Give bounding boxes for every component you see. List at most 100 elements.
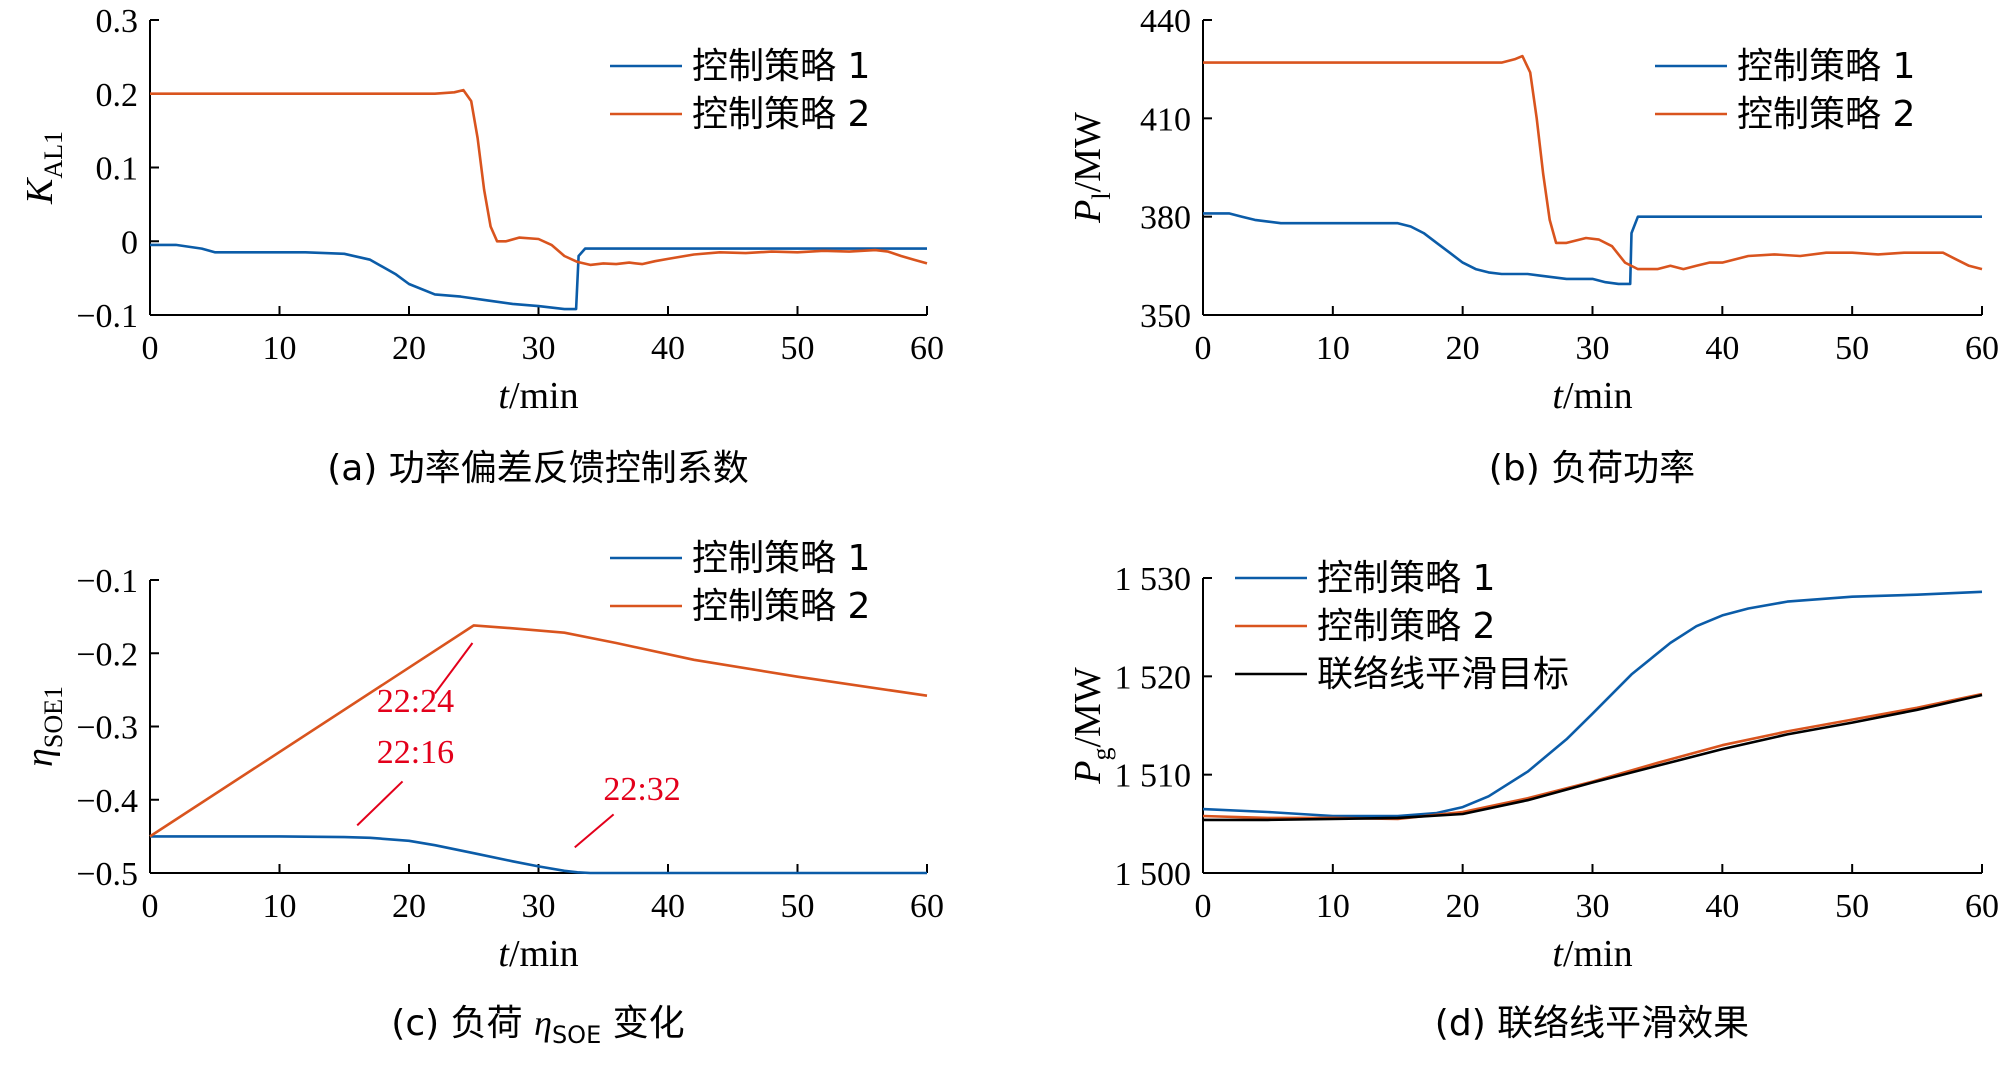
y-tick-label: 1 510 — [1115, 758, 1192, 795]
legend-label-1: 控制策略 1 — [692, 46, 870, 87]
x-tick-label: 0 — [1195, 330, 1212, 367]
y-axis-label-symbol: P — [1067, 200, 1109, 224]
legend-label-2: 控制策略 2 — [692, 94, 870, 135]
series-line-2 — [150, 88, 928, 267]
y-axis-label-subscript: g — [1087, 748, 1116, 761]
y-tick-label: 1 500 — [1115, 856, 1192, 893]
annotation-leader — [356, 780, 404, 827]
x-tick-label: 50 — [781, 888, 815, 925]
annotation-leader — [434, 642, 474, 695]
x-tick-label: 50 — [1835, 888, 1869, 925]
y-axis-label-subscript: l — [1087, 192, 1116, 199]
x-axis-label-unit: /min — [1563, 933, 1633, 975]
y-axis-label-subscript: AL1 — [39, 131, 68, 179]
legend-label-3: 联络线平滑目标 — [1317, 654, 1569, 695]
caption-symbol: η — [534, 1003, 552, 1043]
y-axis-label: Pl/MW — [1067, 112, 1116, 224]
y-tick-label: 440 — [1140, 3, 1191, 40]
annotation-label: 22:16 — [377, 734, 454, 771]
x-tick-label: 20 — [392, 330, 426, 367]
x-axis-label-unit: /min — [509, 933, 579, 975]
x-axis-label-symbol: t — [1552, 933, 1564, 975]
caption-suffix: 变化 — [601, 1003, 684, 1044]
x-tick-label: 60 — [1965, 888, 1999, 925]
x-tick-label: 60 — [910, 330, 944, 367]
x-tick-label: 40 — [651, 330, 685, 367]
x-tick-label: 60 — [1965, 330, 1999, 367]
y-tick-label: 410 — [1140, 101, 1191, 138]
x-tick-label: 10 — [1316, 888, 1350, 925]
x-tick-label: 50 — [781, 330, 815, 367]
y-tick-label: 0.3 — [96, 3, 139, 40]
x-axis-label: t/min — [498, 375, 578, 417]
series-line-3 — [1203, 693, 1983, 822]
y-axis-label: Pg/MW — [1067, 667, 1116, 785]
series-line-2 — [1203, 54, 1983, 271]
legend-label-1: 控制策略 1 — [1317, 558, 1495, 599]
y-tick-label: −0.1 — [76, 563, 138, 600]
x-axis-label-unit: /min — [509, 375, 579, 417]
y-tick-label: 1 520 — [1115, 659, 1192, 696]
x-tick-label: 10 — [263, 888, 297, 925]
x-tick-label: 40 — [1705, 330, 1739, 367]
legend-label-1: 控制策略 1 — [1737, 46, 1915, 87]
x-tick-label: 0 — [142, 888, 159, 925]
series-line-1 — [150, 835, 927, 875]
y-tick-label: 1 530 — [1115, 561, 1192, 598]
x-axis-label-symbol: t — [1552, 375, 1564, 417]
y-axis-label-unit: /MW — [1067, 667, 1109, 747]
y-tick-label: 0.1 — [96, 151, 139, 188]
x-axis-label-symbol: t — [498, 375, 510, 417]
y-axis-label: KAL1 — [19, 131, 68, 205]
x-tick-label: 60 — [910, 888, 944, 925]
caption-prefix: (c) 负荷 — [391, 1003, 534, 1044]
x-tick-label: 20 — [1446, 330, 1480, 367]
x-axis-label-symbol: t — [498, 933, 510, 975]
annotation-leader — [574, 813, 615, 849]
x-tick-label: 40 — [1705, 888, 1739, 925]
y-axis-label-symbol: K — [19, 177, 61, 205]
x-tick-label: 0 — [142, 330, 159, 367]
panel-caption: (a) 功率偏差反馈控制系数 — [327, 448, 749, 489]
y-axis-label-subscript: SOE1 — [39, 686, 68, 748]
y-tick-label: −0.5 — [76, 856, 138, 893]
y-tick-label: 350 — [1140, 298, 1191, 335]
y-tick-label: 0.2 — [96, 77, 139, 114]
legend-label-2: 控制策略 2 — [692, 586, 870, 627]
series-line-1 — [150, 243, 927, 311]
x-tick-label: 30 — [522, 330, 556, 367]
y-tick-label: −0.2 — [76, 636, 138, 673]
x-axis-label: t/min — [1552, 375, 1632, 417]
x-tick-label: 20 — [392, 888, 426, 925]
panel-c: 0 10 20 30 40 50 60−0.5−0.4−0.3−0.2−0.1t/minηS… — [19, 538, 944, 1049]
legend-label-1: 控制策略 1 — [692, 538, 870, 579]
y-axis-label-unit: /MW — [1067, 112, 1109, 192]
panel-caption: (c) 负荷 ηSOE 变化 — [391, 1003, 684, 1049]
x-axis-label: t/min — [498, 933, 578, 975]
y-axis-label-symbol: η — [19, 748, 61, 767]
panel-b: 0 10 20 30 40 50 60 350 380 410 440 t/min Pl/MW 控制策略 … — [1067, 3, 1999, 489]
x-tick-label: 50 — [1835, 330, 1869, 367]
y-tick-label: −0.4 — [76, 783, 138, 820]
y-tick-label: −0.3 — [76, 710, 138, 747]
x-tick-label: 40 — [651, 888, 685, 925]
x-tick-label: 30 — [522, 888, 556, 925]
annotation-label: 22:32 — [603, 771, 680, 808]
y-tick-label: 380 — [1140, 200, 1191, 237]
x-tick-label: 20 — [1446, 888, 1480, 925]
x-tick-label: 10 — [1316, 330, 1350, 367]
panel-d: 0 10 20 30 40 50 60 1 500 1 510 1 520 1 530 t/min Pg… — [1067, 558, 1999, 1044]
x-tick-label: 30 — [1576, 888, 1610, 925]
legend-label-2: 控制策略 2 — [1317, 606, 1495, 647]
y-axis-label: ηSOE1 — [19, 686, 68, 767]
y-axis-label-symbol: P — [1067, 761, 1109, 785]
panel-a: 0 10 20 30 40 50 60−0.100.10.20.3t/minKAL1控制策略… — [19, 3, 944, 489]
caption-subscript: SOE — [552, 1021, 601, 1049]
y-tick-label: −0.1 — [76, 298, 138, 335]
x-axis-label: t/min — [1552, 933, 1632, 975]
panel-caption: (d) 联络线平滑效果 — [1435, 1003, 1749, 1044]
y-tick-label: 0 — [121, 224, 138, 261]
x-axis-label-unit: /min — [1563, 375, 1633, 417]
annotation-label: 22:24 — [377, 683, 454, 720]
